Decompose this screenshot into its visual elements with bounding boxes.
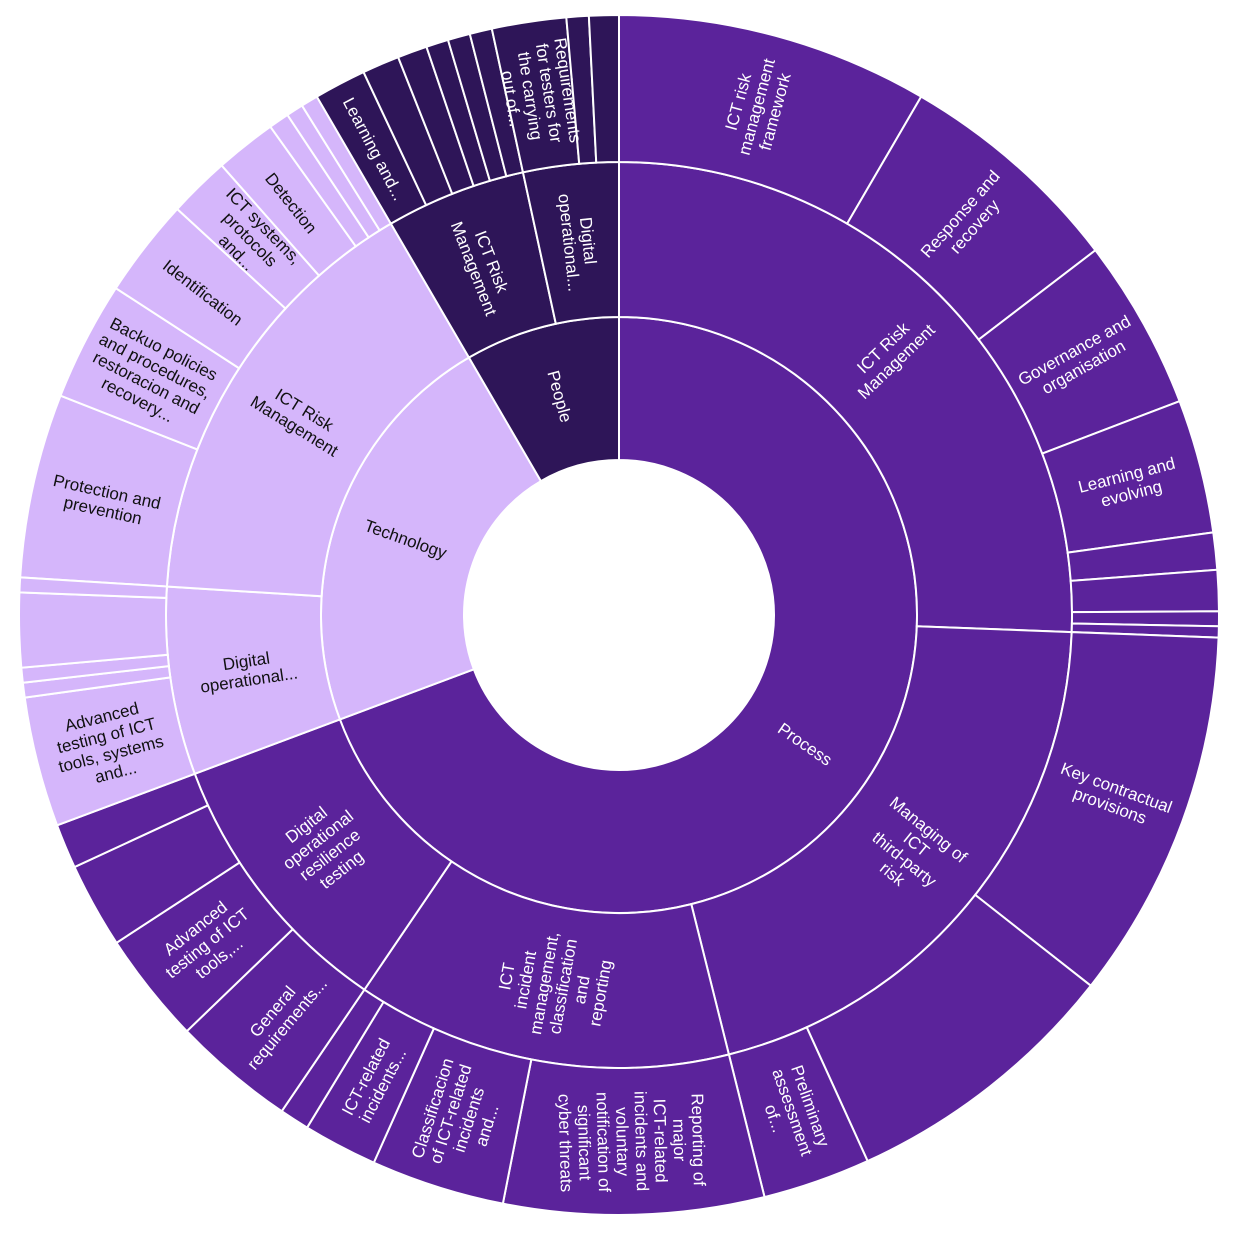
segment-l3-segment (18, 591, 169, 669)
label-l3-classificacion-of-ict-related-incidents-and: Classificacionof ICT-relatedincidentsand… (408, 1056, 512, 1178)
label-l2-ict-incident-management-classification-and-reporting: ICTincidentmanagement,classificationandr… (489, 924, 619, 1046)
label-l3-reporting-of-major-ict-related-incidents-and-voluntary-notification-of-significant-cyber-threats: Reporting ofmajorICT-relatedincidents an… (554, 1089, 708, 1193)
segment-l3-segment (587, 13, 620, 164)
segment-l3-segment (18, 576, 168, 599)
label-l3-requirements-for-testers-for-the-carrying-out-of: Requirementsfor testers forthe carryingo… (494, 37, 585, 153)
sunburst-segments (18, 13, 1221, 1216)
